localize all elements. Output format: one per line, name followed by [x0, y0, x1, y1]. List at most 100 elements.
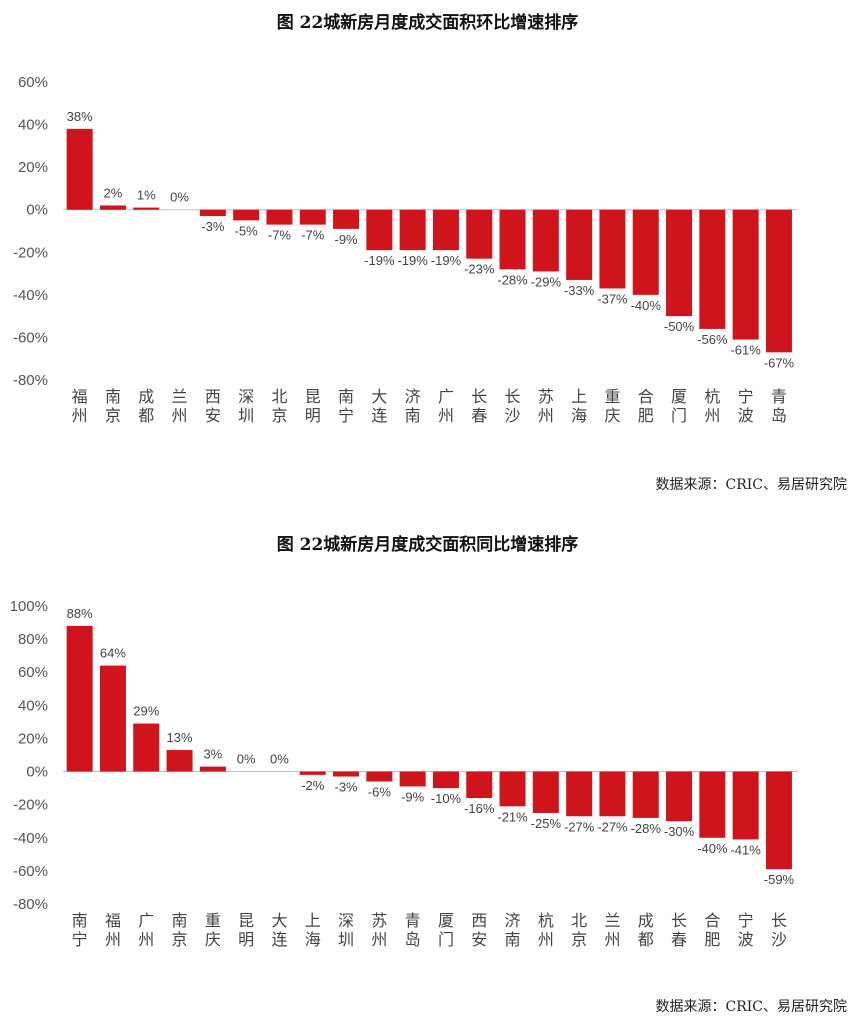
- bar: [133, 207, 160, 210]
- category-label: 长春: [671, 911, 687, 949]
- data-label: 0%: [170, 190, 189, 205]
- data-label: -29%: [531, 274, 562, 289]
- bar: [666, 771, 693, 822]
- y-tick-label: -20%: [13, 244, 48, 261]
- category-label: 宁波: [738, 387, 754, 425]
- data-label: -28%: [497, 272, 528, 287]
- y-tick-label: 40%: [18, 117, 48, 134]
- data-label: 64%: [100, 646, 126, 661]
- bar: [765, 771, 792, 870]
- category-label: 西安: [205, 387, 221, 425]
- data-label: -56%: [697, 332, 728, 347]
- category-label: 厦门: [438, 911, 454, 949]
- bar: [333, 771, 360, 777]
- category-label: 广州: [138, 911, 154, 949]
- data-label: 2%: [104, 185, 123, 200]
- category-label: 苏州: [538, 387, 554, 425]
- category-label: 成都: [638, 911, 654, 949]
- data-label: 0%: [270, 752, 289, 767]
- category-label: 南宁: [72, 911, 88, 949]
- data-label: -28%: [631, 821, 662, 836]
- data-label: -25%: [531, 816, 562, 831]
- data-label: 13%: [167, 730, 193, 745]
- category-label: 青岛: [405, 911, 421, 949]
- category-label: 苏州: [371, 911, 387, 949]
- category-label: 重庆: [205, 911, 221, 949]
- data-label: -27%: [564, 819, 595, 834]
- chart-title: 图 22城新房月度成交面积环比增速排序: [276, 13, 579, 33]
- y-tick-label: -80%: [13, 896, 48, 913]
- y-tick-label: 60%: [18, 664, 48, 681]
- category-label: 长沙: [771, 911, 787, 949]
- data-label: -37%: [597, 291, 628, 306]
- data-label: -3%: [201, 219, 225, 234]
- category-label: 福州: [72, 387, 88, 425]
- data-label: 29%: [133, 704, 159, 719]
- category-label: 厦门: [671, 387, 687, 425]
- data-label: -2%: [301, 778, 325, 793]
- bar: [499, 209, 526, 270]
- bar: [233, 209, 260, 221]
- category-label: 深圳: [338, 911, 354, 949]
- bar: [699, 771, 726, 838]
- bar: [99, 205, 126, 210]
- category-label: 济南: [405, 387, 421, 425]
- bar: [432, 771, 459, 789]
- y-tick-label: -60%: [13, 863, 48, 880]
- y-tick-label: -60%: [13, 329, 48, 346]
- data-label: -5%: [235, 223, 259, 238]
- category-label: 合肥: [638, 387, 654, 425]
- y-tick-label: 20%: [18, 730, 48, 747]
- bar: [532, 771, 559, 813]
- data-label: 1%: [137, 188, 156, 203]
- data-label: -10%: [431, 791, 462, 806]
- y-tick-label: 0%: [26, 202, 48, 219]
- data-label: -9%: [401, 789, 425, 804]
- y-tick-label: 0%: [26, 764, 48, 781]
- y-tick-label: -20%: [13, 797, 48, 814]
- category-label: 广州: [438, 387, 454, 425]
- data-label: -40%: [631, 298, 662, 313]
- data-label: -19%: [397, 253, 428, 268]
- bar: [432, 209, 459, 251]
- bar: [566, 771, 593, 817]
- bar: [66, 625, 93, 772]
- data-label: -7%: [268, 228, 292, 243]
- data-label: 38%: [67, 109, 93, 124]
- bar: [266, 209, 293, 225]
- bar: [532, 209, 559, 272]
- bar: [399, 771, 426, 787]
- data-label: -30%: [664, 824, 695, 839]
- category-label: 兰州: [172, 387, 188, 425]
- category-label: 上海: [305, 911, 321, 949]
- data-label: -33%: [564, 283, 595, 298]
- data-label: -50%: [664, 319, 695, 334]
- bar: [599, 209, 626, 289]
- bar: [366, 771, 393, 782]
- category-label: 昆明: [305, 387, 321, 425]
- bar: [466, 209, 493, 259]
- bar: [99, 665, 126, 772]
- category-label: 成都: [138, 387, 154, 425]
- data-label: -40%: [697, 841, 728, 856]
- category-label: 青岛: [771, 387, 787, 425]
- data-label: -9%: [334, 232, 358, 247]
- category-label: 福州: [105, 911, 121, 949]
- category-label: 北京: [271, 387, 287, 425]
- category-label: 深圳: [238, 387, 254, 425]
- bar: [699, 209, 726, 329]
- y-tick-label: 40%: [18, 697, 48, 714]
- y-tick-label: -40%: [13, 830, 48, 847]
- category-label: 重庆: [604, 387, 620, 425]
- y-tick-label: -40%: [13, 287, 48, 304]
- bar: [133, 723, 160, 772]
- category-label: 杭州: [538, 911, 554, 949]
- bar: [632, 209, 659, 295]
- bar: [199, 766, 226, 772]
- bar: [299, 771, 326, 775]
- data-label: 0%: [237, 752, 256, 767]
- category-label: 北京: [571, 911, 587, 949]
- bar: [566, 209, 593, 280]
- bar: [499, 771, 526, 807]
